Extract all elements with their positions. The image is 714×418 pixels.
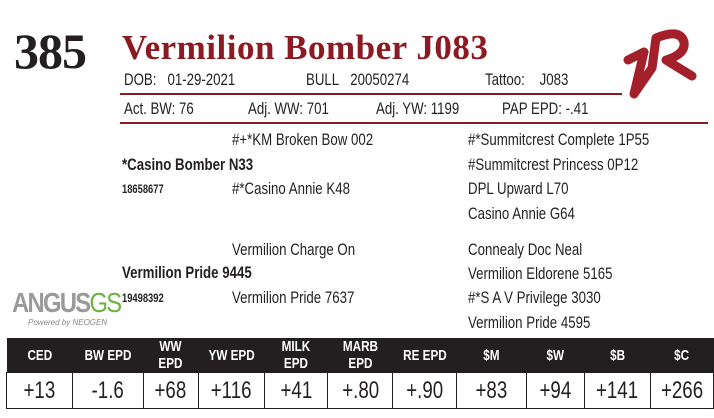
epd-value: +266	[649, 372, 714, 409]
dob: DOB: 01-29-2021	[124, 70, 267, 90]
ds-sire: Connealy Doc Neal	[468, 240, 583, 259]
sire-sire: #+*KM Broken Bow 002	[232, 130, 374, 149]
sire: *Casino Bomber N33	[122, 155, 254, 174]
adj-ww: Adj. WW: 701	[248, 99, 329, 118]
dam-reg: 19498392	[122, 291, 164, 305]
epd-value: +68	[142, 372, 199, 409]
tattoo-label: Tattoo:	[485, 70, 525, 89]
pap-epd: PAP EPD: -.41	[502, 99, 589, 118]
dob-label: DOB:	[124, 70, 157, 89]
reg-number: 20050274	[350, 70, 410, 89]
vr-brand-logo	[623, 29, 697, 99]
registration: BULL 20050274	[306, 70, 438, 90]
epd-value: +41	[263, 372, 329, 409]
sire-dam: #*Casino Annie K48	[232, 179, 350, 198]
epd-header-re-epd: RE EPD	[392, 338, 457, 373]
epd-header-ww-epd: WW EPD	[143, 338, 199, 373]
epd-table: CED BW EPD WW EPD YW EPD MILK EPD MARB EPD RE …	[6, 338, 714, 409]
tattoo-value: J083	[539, 70, 569, 89]
epd-value: +13	[6, 372, 73, 409]
dob-value: 01-29-2021	[167, 70, 236, 89]
act-bw: Act. BW: 76	[124, 99, 194, 118]
lot-number: 385	[14, 23, 87, 79]
epd-value: +.90	[392, 372, 458, 409]
epd-value: +141	[584, 372, 651, 409]
animal-name: Vermilion Bomber J083	[122, 28, 489, 67]
divider	[120, 122, 708, 124]
epd-header-marb-epd: MARB EPD	[327, 338, 393, 373]
epd-value: +83	[456, 372, 528, 409]
ds-dam: Vermilion Eldorene 5165	[468, 264, 613, 283]
sex: BULL	[306, 70, 340, 89]
adj-yw: Adj. YW: 1199	[376, 99, 460, 118]
dd-sire: #*S A V Privilege 3030	[468, 288, 601, 307]
sd-dam: Casino Annie G64	[468, 204, 575, 223]
epd-header-yw-epd: YW EPD	[198, 338, 265, 373]
ss-dam: #Summitcrest Princess 0P12	[468, 155, 639, 174]
ss-sire: #*Summitcrest Complete 1P55	[468, 130, 650, 149]
epd-value: +116	[197, 372, 265, 409]
dam-sire: Vermilion Charge On	[232, 240, 356, 259]
dam-dam: Vermilion Pride 7637	[232, 288, 355, 307]
epd-header-bw-epd: BW EPD	[72, 338, 144, 373]
epd-header--b: $B	[584, 338, 651, 373]
epd-header--m: $M	[456, 338, 527, 373]
dam: Vermilion Pride 9445	[122, 263, 252, 282]
divider	[120, 93, 622, 95]
epd-header--c: $C	[650, 338, 714, 373]
epd-value: -1.6	[71, 372, 144, 409]
dd-dam: Vermilion Pride 4595	[468, 313, 591, 332]
sd-sire: DPL Upward L70	[468, 179, 569, 198]
epd-header-ced: CED	[6, 338, 73, 373]
tattoo: Tattoo: J083	[485, 70, 592, 90]
epd-header--w: $W	[526, 338, 585, 373]
epd-value: +94	[526, 372, 585, 409]
epd-value: +.80	[327, 372, 394, 409]
angus-gs-logo: ANGUSGS Powered by NEOGEN	[12, 287, 122, 328]
epd-header-milk-epd: MILK EPD	[264, 338, 328, 373]
sire-reg: 18658677	[122, 182, 164, 196]
